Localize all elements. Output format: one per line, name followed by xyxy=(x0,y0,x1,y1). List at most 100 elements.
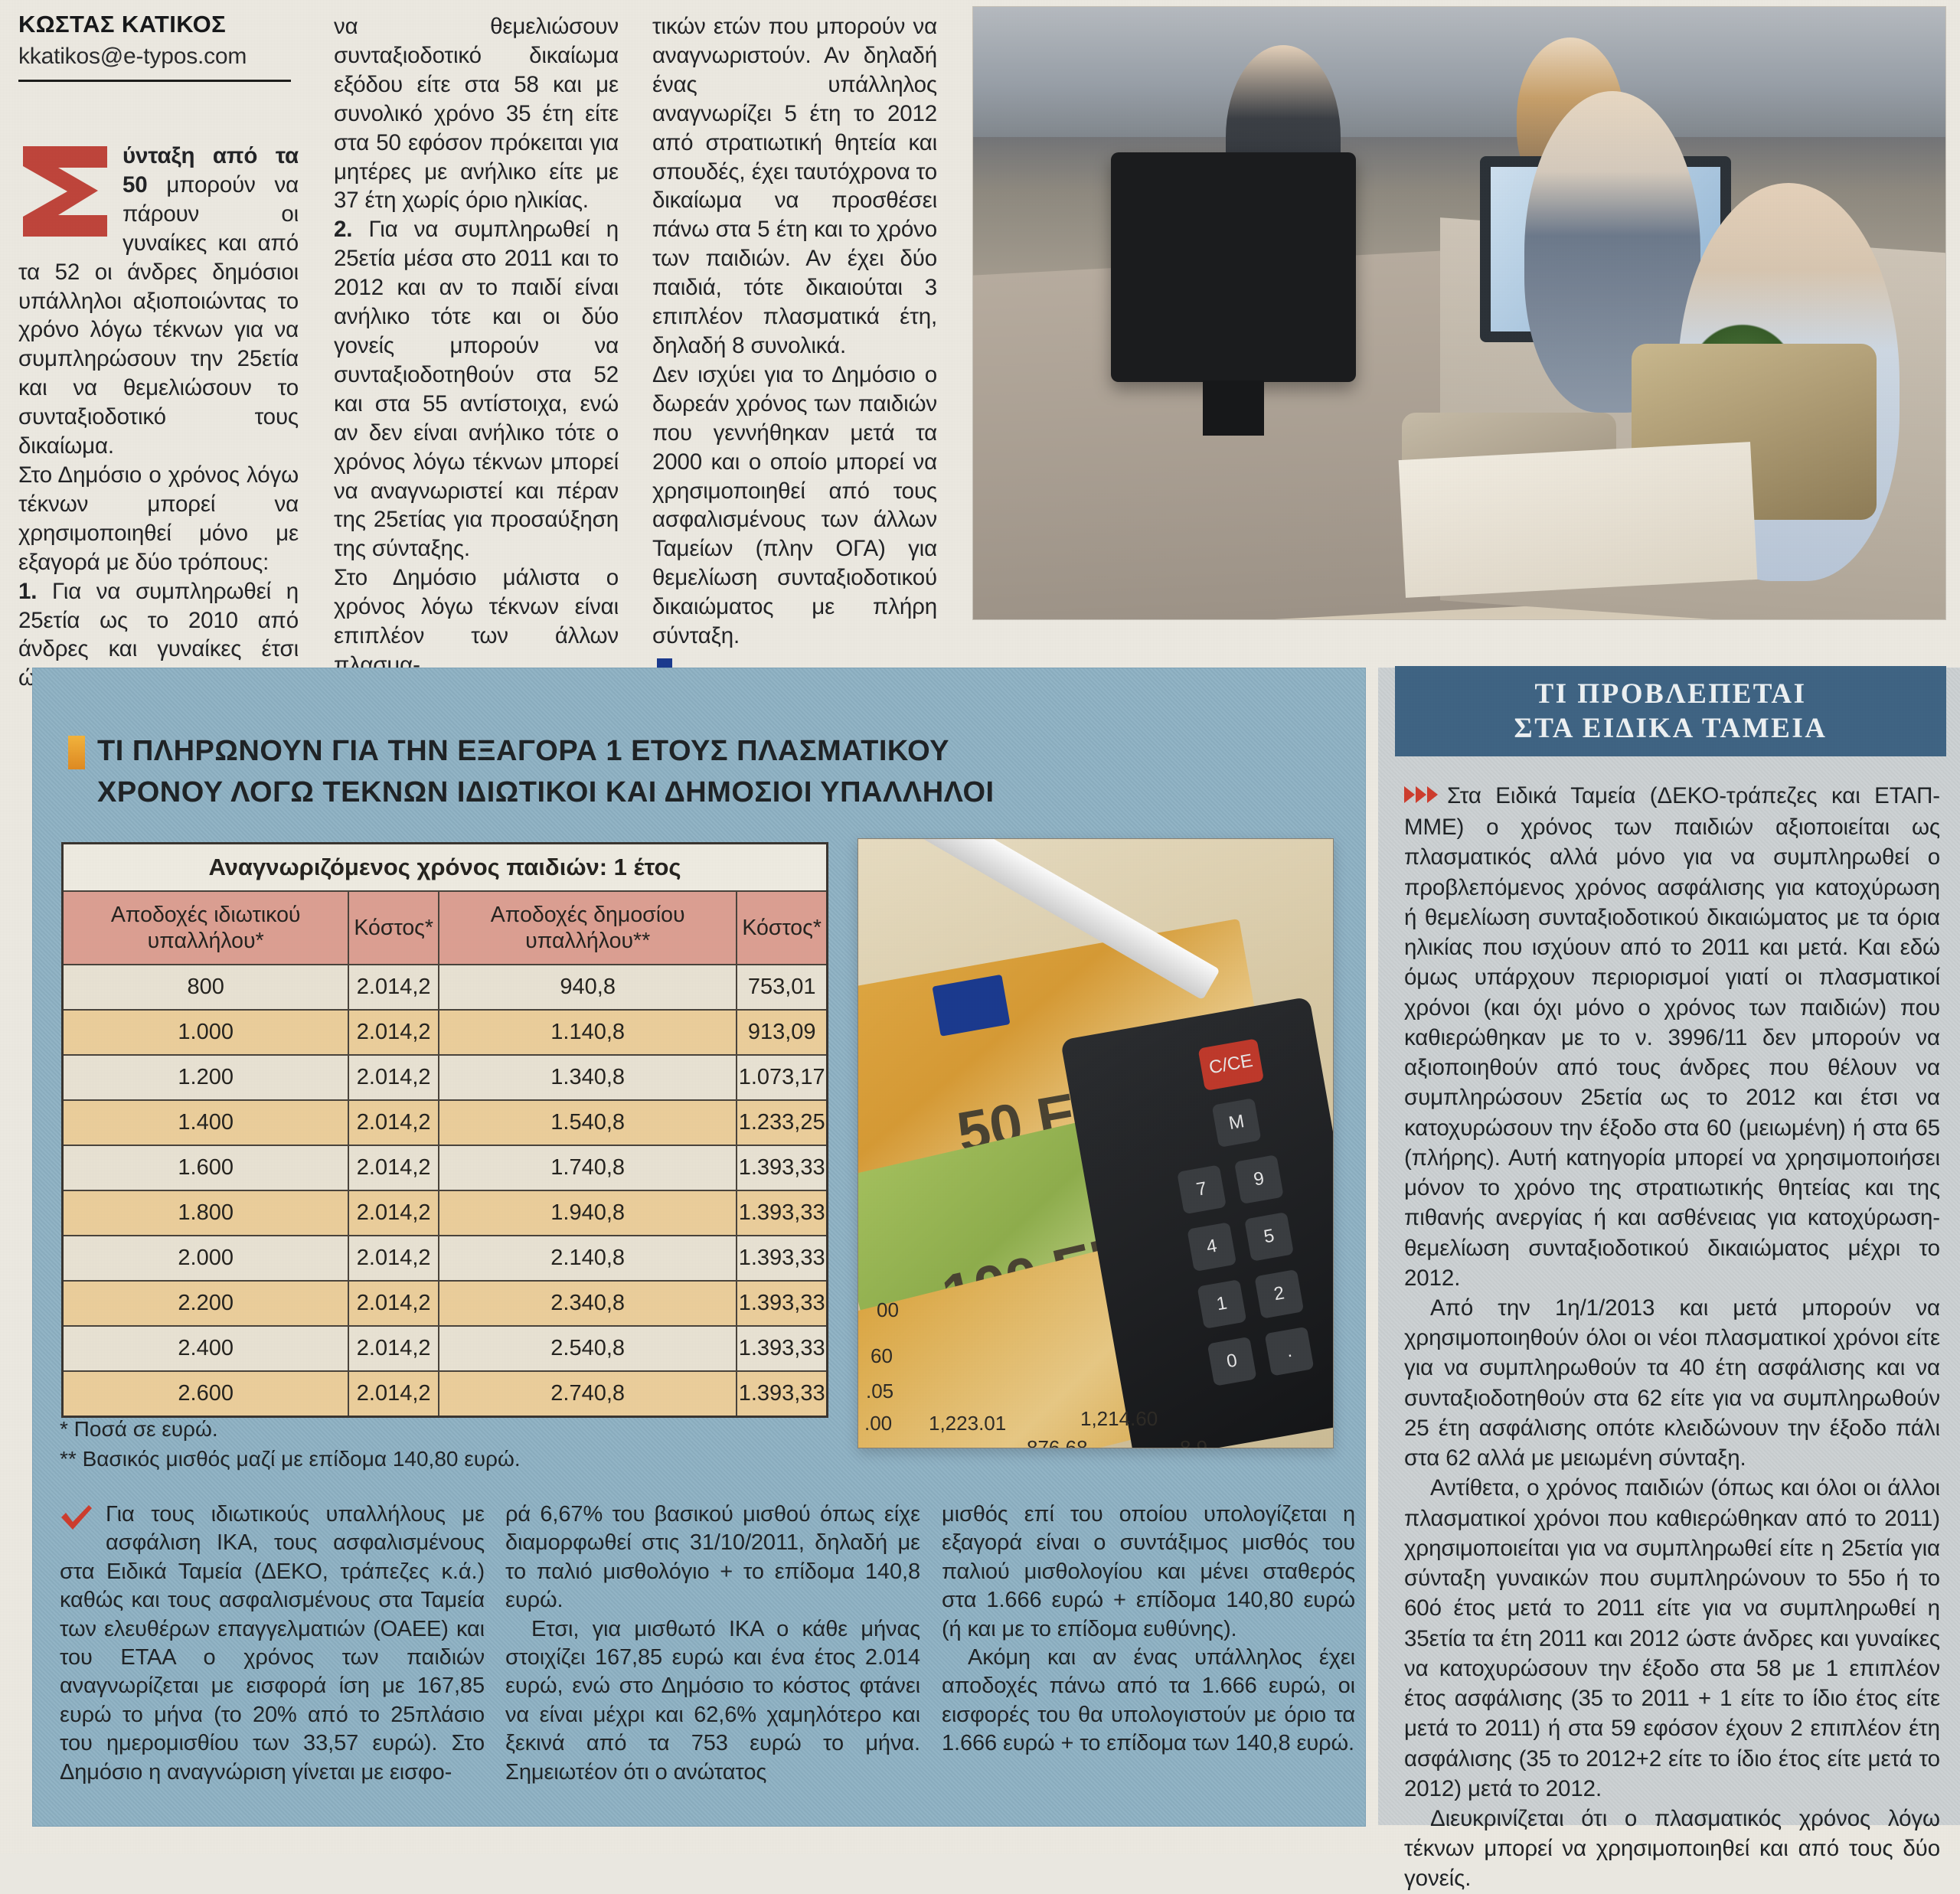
cell-private-cost: 2.014,2 xyxy=(348,1235,439,1282)
cell-private-salary: 1.000 xyxy=(61,1009,350,1056)
calc-key-4[interactable]: 4 xyxy=(1187,1222,1237,1272)
calc-key-9[interactable]: 9 xyxy=(1233,1154,1284,1205)
sidebar-para-2: Από την 1η/1/2013 και μετά μπορούν να χρ… xyxy=(1404,1295,1940,1471)
cell-public-salary: 2.540,8 xyxy=(437,1325,738,1372)
orange-marker-icon xyxy=(68,736,85,769)
dropcap-sigma xyxy=(18,146,112,237)
cell-private-cost: 2.014,2 xyxy=(348,964,439,1011)
calc-key-dot[interactable]: . xyxy=(1264,1326,1315,1376)
cell-private-cost: 2.014,2 xyxy=(348,1370,439,1418)
table-row: 2.600 2.014,2 2.740,8 1.393,33 xyxy=(61,1370,828,1418)
table-row: 2.200 2.014,2 2.340,8 1.393,33 xyxy=(61,1280,828,1327)
cell-private-salary: 2.200 xyxy=(61,1280,350,1327)
check-icon xyxy=(60,1505,93,1539)
cell-private-salary: 2.000 xyxy=(61,1235,350,1282)
sidebar-body: Στα Ειδικά Ταμεία (ΔΕΚΟ-τράπεζες και ΕΤΑ… xyxy=(1404,781,1940,1894)
table-row: 1.000 2.014,2 1.140,8 913,09 xyxy=(61,1009,828,1056)
info-panel-title-line2: ΧΡΟΝΟΥ ΛΟΓΩ ΤΕΚΝΩΝ ΙΔΙΩΤΙΚΟΙ ΚΑΙ ΔΗΜΟΣΙΟ… xyxy=(97,776,995,808)
article-para-1-2: Στο Δημόσιο ο χρόνος λόγω τέκνων μπορεί … xyxy=(18,462,299,575)
table-row: 2.000 2.014,2 2.140,8 1.393,33 xyxy=(61,1235,828,1282)
cell-public-salary: 1.540,8 xyxy=(437,1099,738,1146)
cell-private-salary: 1.800 xyxy=(61,1190,350,1236)
cell-public-salary: 940,8 xyxy=(437,964,738,1011)
sidebar-para-1: Στα Ειδικά Ταμεία (ΔΕΚΟ-τράπεζες και ΕΤΑ… xyxy=(1404,783,1940,1291)
byline-divider xyxy=(18,80,291,82)
money-figure-2: .05 xyxy=(866,1380,894,1403)
photo-monitor-left xyxy=(1111,152,1356,436)
info-panel-title: ΤΙ ΠΛΗΡΩΝΟΥΝ ΓΙΑ ΤΗΝ ΕΞΑΓΟΡΑ 1 ΕΤΟΥΣ ΠΛΑ… xyxy=(97,731,1246,814)
article-column-2: να θεμελιώσουν συνταξιοδοτικό δικαίωμα ε… xyxy=(334,12,619,680)
cell-public-cost: 1.393,33 xyxy=(736,1325,828,1372)
cell-private-cost: 2.014,2 xyxy=(348,1054,439,1101)
table-row: 1.200 2.014,2 1.340,8 1.073,17 xyxy=(61,1054,828,1101)
table-title: Αναγνωριζόμενος χρόνος παιδιών: 1 έτος xyxy=(61,842,828,892)
cell-public-cost: 753,01 xyxy=(736,964,828,1011)
money-figure-3: .00 xyxy=(864,1412,893,1435)
cell-public-salary: 2.340,8 xyxy=(437,1280,738,1327)
sidebar-panel: ΤΙ ΠΡΟΒΛΕΠΕΤΑΙ ΣΤΑ ΕΙΔΙΚΑ ΤΑΜΕΙΑ Στα Ειδ… xyxy=(1378,666,1960,1891)
photo-window xyxy=(973,7,1945,137)
money-figure-0: 00 xyxy=(877,1298,899,1321)
cost-table: Αναγνωριζόμενος χρόνος παιδιών: 1 έτος Α… xyxy=(61,842,828,1418)
money-photo: 50 EURO 100 EURO C/CE M 7 4 1 0 9 5 2 . … xyxy=(858,838,1334,1448)
table-footnotes: * Ποσά σε ευρώ. ** Βασικός μισθός μαζί μ… xyxy=(60,1415,521,1474)
money-figure-7: 8.9 xyxy=(1180,1436,1208,1448)
panel-bottom-para-2b: Ετσι, για μισθωτό ΙΚΑ ο κάθε μήνας στοιχ… xyxy=(505,1616,920,1785)
article-column-3: τικών ετών που μπορούν να αναγνωριστούν.… xyxy=(652,12,937,680)
cell-private-salary: 2.400 xyxy=(61,1325,350,1372)
article-para-3-2: Δεν ισχύει για το Δημόσιο ο δωρεάν χρόνο… xyxy=(652,361,937,649)
money-figure-1: 60 xyxy=(871,1344,893,1367)
table-row: 2.400 2.014,2 2.540,8 1.393,33 xyxy=(61,1325,828,1372)
calc-key-5[interactable]: 5 xyxy=(1244,1212,1295,1262)
double-arrow-icon xyxy=(1404,782,1439,812)
table-col-header-1: Κόστος* xyxy=(348,890,439,965)
author-email[interactable]: kkatikos@e-typos.com xyxy=(18,44,247,69)
article-para-2-2: 2. Για να συμπληρωθεί η 25ετία μέσα στο … xyxy=(334,217,619,562)
panel-bottom-column-2: ρά 6,67% του βασικού μισθού όπως είχε δι… xyxy=(505,1501,920,1787)
cell-public-cost: 1.393,33 xyxy=(736,1190,828,1236)
calc-key-0[interactable]: 0 xyxy=(1207,1336,1257,1386)
article-para-2-3: Στο Δημόσιο μάλιστα ο χρόνος λόγω τέκνων… xyxy=(334,565,619,678)
cell-public-cost: 1.233,25 xyxy=(736,1099,828,1146)
article-para-2-1: να θεμελιώσουν συνταξιοδοτικό δικαίωμα ε… xyxy=(334,14,619,214)
article-para-1-1: ύνταξη από τα 50 μπορούν να πάρουν οι γυ… xyxy=(18,143,299,459)
panel-bottom-para-1: Για τους ιδιωτικούς υπαλλήλους με ασφάλι… xyxy=(60,1502,485,1785)
panel-bottom-para-3a: μισθός επί του οποίου υπολογίζεται η εξα… xyxy=(942,1502,1355,1641)
sidebar-para-4: Διευκρινίζεται ότι ο πλασματικός χρόνος … xyxy=(1404,1805,1940,1892)
table-row: 1.800 2.014,2 1.940,8 1.393,33 xyxy=(61,1190,828,1236)
panel-bottom-column-3: μισθός επί του οποίου υπολογίζεται η εξα… xyxy=(942,1501,1355,1758)
cell-private-cost: 2.014,2 xyxy=(348,1325,439,1372)
calc-clear-key[interactable]: C/CE xyxy=(1197,1038,1265,1092)
eu-flag-icon xyxy=(932,974,1011,1037)
panel-bottom-para-2a: ρά 6,67% του βασικού μισθού όπως είχε δι… xyxy=(505,1502,920,1613)
cell-private-salary: 1.600 xyxy=(61,1145,350,1191)
money-figure-4: 1,223.01 xyxy=(929,1412,1007,1435)
table-col-header-2: Αποδοχές δημοσίου υπαλλήλου** xyxy=(437,890,738,965)
cell-private-cost: 2.014,2 xyxy=(348,1190,439,1236)
footnote-1: * Ποσά σε ευρώ. xyxy=(60,1417,218,1441)
table-col-header-3: Κόστος* xyxy=(736,890,828,965)
cell-public-salary: 2.140,8 xyxy=(437,1235,738,1282)
article-column-1: ύνταξη από τα 50 μπορούν να πάρουν οι γυ… xyxy=(18,142,299,693)
sidebar-texture xyxy=(1378,668,1960,1825)
table-row: 1.600 2.014,2 1.740,8 1.393,33 xyxy=(61,1145,828,1191)
panel-bottom-para-3b: Ακόμη και αν ένας υπάλληλος έχει αποδοχέ… xyxy=(942,1645,1355,1756)
byline: ΚΩΣΤΑΣ ΚΑΤΙΚΟΣ kkatikos@e-typos.com xyxy=(18,11,291,82)
table-row: 800 2.014,2 940,8 753,01 xyxy=(61,964,828,1011)
calc-key-1[interactable]: 1 xyxy=(1197,1279,1247,1329)
cell-public-cost: 1.393,33 xyxy=(736,1280,828,1327)
photo-papers xyxy=(1398,442,1758,598)
cell-private-salary: 800 xyxy=(61,964,350,1011)
sidebar-title-line1: ΤΙ ΠΡΟΒΛΕΠΕΤΑΙ xyxy=(1534,678,1807,710)
sidebar-para-1-wrap: Στα Ειδικά Ταμεία (ΔΕΚΟ-τράπεζες και ΕΤΑ… xyxy=(1404,781,1940,1293)
cell-public-cost: 1.393,33 xyxy=(736,1235,828,1282)
calc-memory-key[interactable]: M xyxy=(1211,1098,1262,1148)
calc-key-7[interactable]: 7 xyxy=(1177,1164,1227,1215)
cell-private-salary: 1.400 xyxy=(61,1099,350,1146)
panel-bottom-column-1: Για τους ιδιωτικούς υπαλλήλους με ασφάλι… xyxy=(60,1501,485,1787)
calc-key-2[interactable]: 2 xyxy=(1254,1269,1305,1319)
cell-private-cost: 2.014,2 xyxy=(348,1009,439,1056)
money-figure-6: 876.68 xyxy=(1027,1436,1088,1448)
cell-public-salary: 1.740,8 xyxy=(437,1145,738,1191)
